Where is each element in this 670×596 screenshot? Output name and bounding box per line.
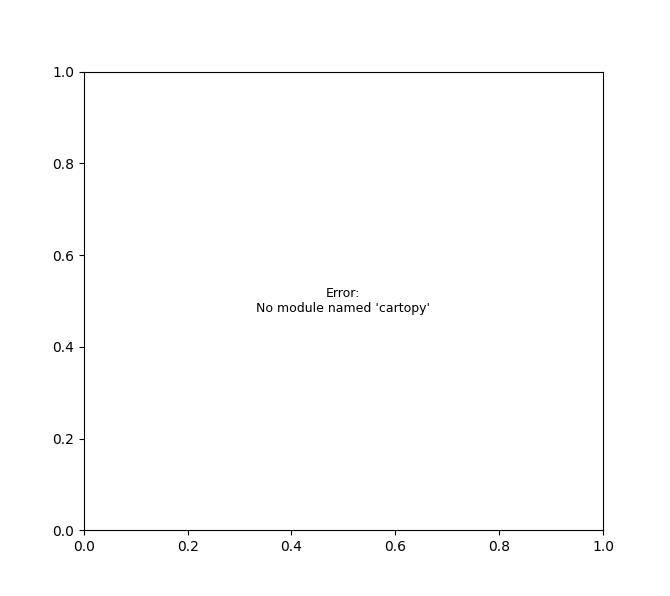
Text: Error:
No module named 'cartopy': Error: No module named 'cartopy'	[257, 287, 430, 315]
